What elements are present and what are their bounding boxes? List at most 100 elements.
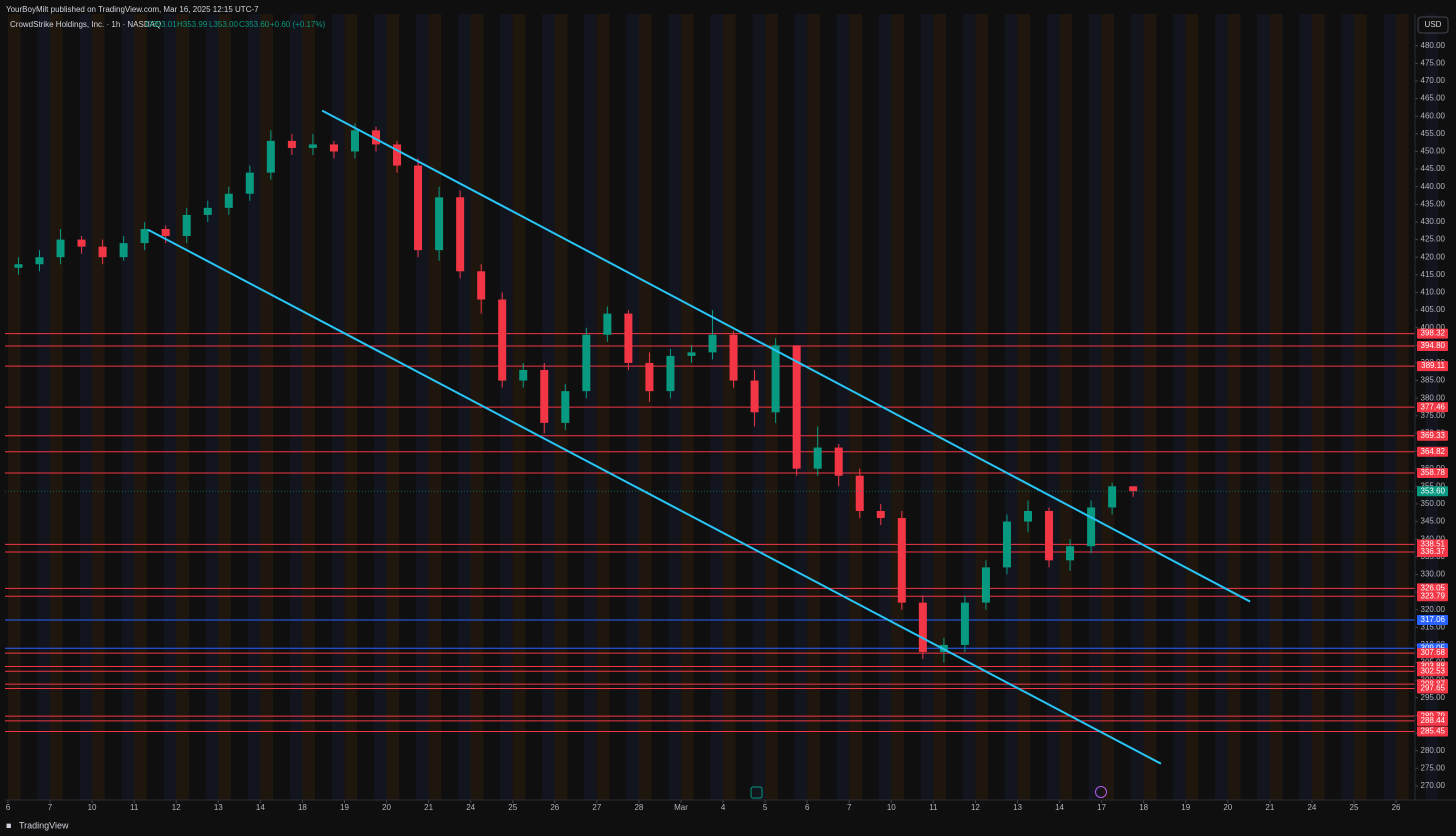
- ohlc-close: C353.60: [239, 20, 270, 29]
- candle-body: [540, 369, 549, 423]
- event-icon[interactable]: [750, 786, 763, 799]
- level-label: 338.51: [1421, 540, 1446, 549]
- x-tick-label: 14: [1055, 803, 1064, 812]
- y-tick-label: 315.00: [1421, 622, 1446, 631]
- candle-body: [855, 475, 864, 511]
- brand: ■: [6, 820, 11, 830]
- level-label: 289.79: [1421, 711, 1446, 720]
- level-label-box: [1417, 583, 1448, 594]
- level-label: 358.78: [1421, 468, 1446, 477]
- x-tick-label: 7: [847, 803, 852, 812]
- y-tick-label: 445.00: [1421, 164, 1446, 173]
- candle-body: [834, 447, 843, 476]
- level-label: 297.65: [1421, 684, 1446, 693]
- y-tick-label: 420.00: [1421, 252, 1446, 261]
- candle-body: [1066, 546, 1075, 561]
- candle-body: [813, 447, 822, 469]
- candle-body: [708, 334, 717, 353]
- x-tick-label: 19: [340, 803, 349, 812]
- candle-body: [456, 197, 465, 272]
- candle-body: [140, 229, 149, 244]
- y-tick-label: 355.00: [1421, 481, 1446, 490]
- level-label-box: [1417, 615, 1448, 626]
- candle-body: [519, 369, 528, 381]
- x-tick-label: 25: [1350, 803, 1359, 812]
- level-label: 326.05: [1421, 583, 1446, 592]
- candle-body: [960, 602, 969, 645]
- x-tick-label: 26: [1392, 803, 1401, 812]
- level-label: 398.32: [1421, 329, 1446, 338]
- publisher: YourBoyMilt published on TradingView.com…: [6, 5, 259, 14]
- x-tick-label: 24: [1307, 803, 1316, 812]
- candle-body: [1045, 510, 1054, 561]
- candle-body: [981, 567, 990, 603]
- last-price-box: [1417, 486, 1448, 497]
- level-label: 317.06: [1421, 615, 1446, 624]
- level-label-box: [1417, 666, 1448, 677]
- x-tick-label: 25: [508, 803, 517, 812]
- candle-body: [750, 380, 759, 413]
- y-tick-label: 350.00: [1421, 499, 1446, 508]
- level-label-box: [1417, 715, 1448, 726]
- ohlc-change: +0.60 (+0.17%): [270, 20, 325, 29]
- y-tick-label: 275.00: [1421, 763, 1446, 772]
- x-tick-label: 10: [88, 803, 97, 812]
- y-tick-label: 475.00: [1421, 58, 1446, 67]
- x-tick-label: 20: [382, 803, 391, 812]
- candle-body: [329, 144, 338, 152]
- ohlc-low: L353.00: [209, 20, 238, 29]
- y-tick-label: 480.00: [1421, 41, 1446, 50]
- candle-body: [1087, 507, 1096, 547]
- x-tick-label: 17: [1097, 803, 1106, 812]
- y-tick-label: 280.00: [1421, 746, 1446, 755]
- last-price-label: 353.60: [1421, 486, 1446, 495]
- level-label-box: [1417, 539, 1448, 550]
- candle-body: [1108, 486, 1117, 508]
- level-label: 377.46: [1421, 402, 1446, 411]
- candle-body: [666, 355, 675, 392]
- x-tick-label: 6: [805, 803, 810, 812]
- level-label: 288.44: [1421, 716, 1446, 725]
- candle-body: [14, 264, 23, 268]
- y-tick-label: 380.00: [1421, 393, 1446, 402]
- candle-body: [350, 130, 359, 152]
- x-tick-label: Mar: [674, 803, 688, 812]
- level-label: 323.79: [1421, 591, 1446, 600]
- y-tick-label: 385.00: [1421, 376, 1446, 385]
- y-tick-label: 270.00: [1421, 781, 1446, 790]
- x-tick-label: 20: [1223, 803, 1232, 812]
- candle-body: [477, 271, 486, 300]
- candle-body: [35, 257, 44, 265]
- candle-body: [372, 130, 381, 145]
- y-tick-label: 455.00: [1421, 129, 1446, 138]
- candle-body: [182, 214, 191, 237]
- candle-body: [771, 345, 780, 413]
- x-tick-label: 18: [1139, 803, 1148, 812]
- level-label: 309.05: [1421, 643, 1446, 652]
- y-tick-label: 330.00: [1421, 570, 1446, 579]
- x-tick-label: 28: [634, 803, 643, 812]
- candle-body: [77, 239, 86, 247]
- event-icon[interactable]: [1095, 786, 1107, 798]
- level-label-box: [1417, 546, 1448, 557]
- candle-body: [561, 391, 570, 423]
- ohlc-high: H353.99: [177, 20, 208, 29]
- currency-button[interactable]: [1417, 16, 1449, 34]
- y-tick-label: 405.00: [1421, 305, 1446, 314]
- candle-body: [393, 144, 402, 166]
- level-label-box: [1417, 341, 1448, 352]
- candle-body: [266, 140, 275, 173]
- level-label-box: [1417, 683, 1448, 694]
- trendline: [147, 228, 1162, 765]
- y-tick-label: 435.00: [1421, 199, 1446, 208]
- candle-body: [1129, 486, 1138, 492]
- currency[interactable]: USD: [1425, 20, 1442, 29]
- x-tick-label: 13: [1013, 803, 1022, 812]
- ohlc-open: O353.01: [146, 20, 177, 29]
- x-tick-label: 7: [48, 803, 53, 812]
- level-label-box: [1417, 726, 1448, 737]
- x-tick-label: 4: [721, 803, 726, 812]
